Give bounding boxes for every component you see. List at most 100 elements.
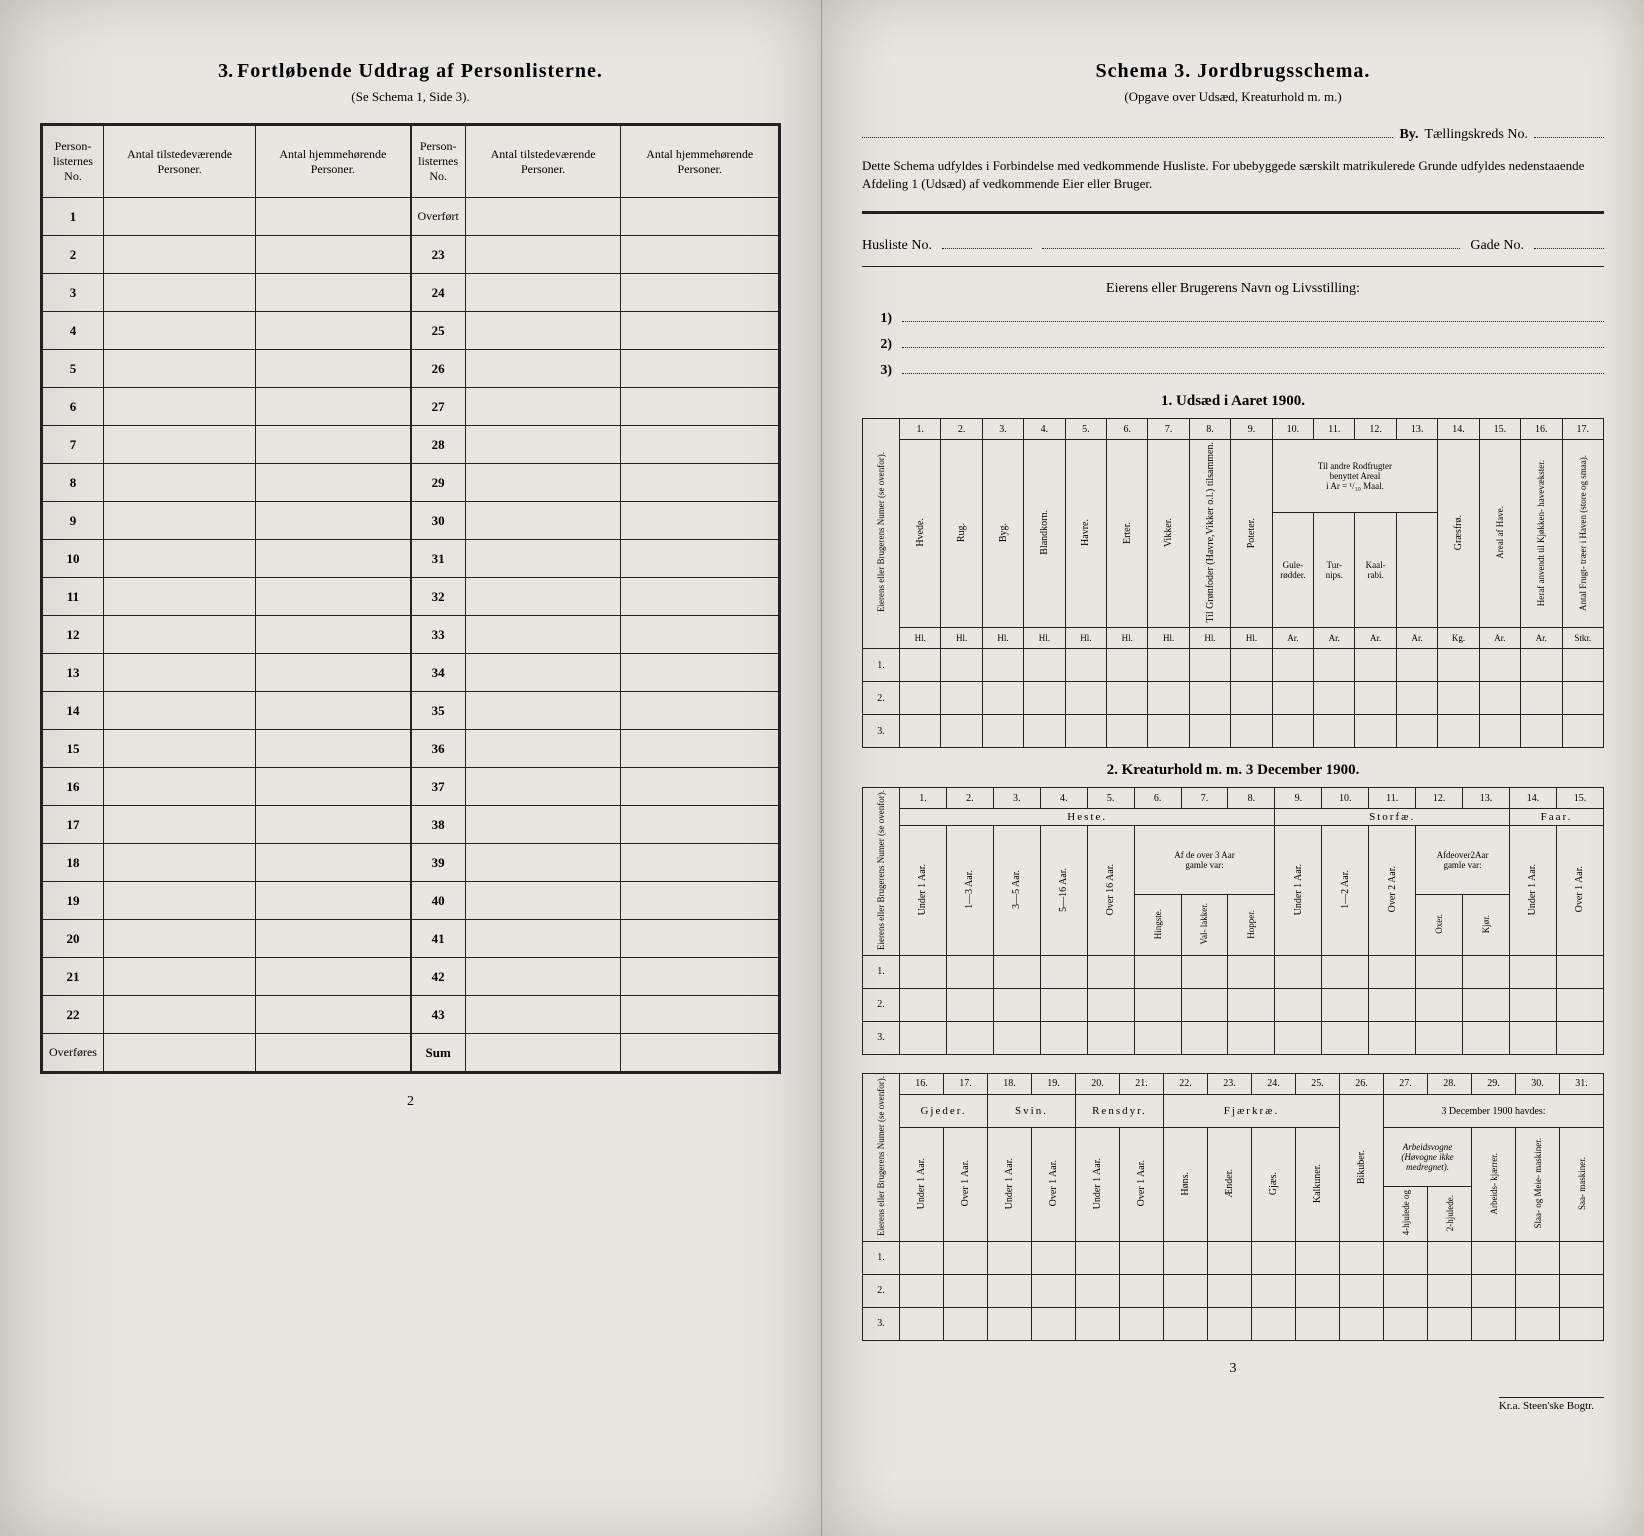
data-cell [1189, 649, 1230, 682]
data-cell [1384, 1241, 1428, 1274]
data-cell [1275, 955, 1322, 988]
unit: Hl. [1189, 628, 1230, 649]
data-cell [1472, 1307, 1516, 1340]
col-num: 12. [1416, 788, 1463, 809]
unit: Ar. [1355, 628, 1396, 649]
unit: Hl. [900, 628, 941, 649]
data-cell [1189, 682, 1230, 715]
owner-num: 1) [862, 311, 892, 327]
col-header: Byg. [982, 440, 1023, 628]
pt-cell [103, 616, 255, 654]
pt-cell [621, 464, 779, 502]
col-num: 11. [1314, 419, 1355, 440]
pt-cell [621, 274, 779, 312]
data-cell [1416, 955, 1463, 988]
data-cell [1560, 1274, 1604, 1307]
data-cell [1024, 715, 1065, 748]
data-cell [900, 715, 941, 748]
pt-cell [103, 654, 255, 692]
pt-cell [621, 730, 779, 768]
pt-cell [465, 274, 621, 312]
data-cell [1231, 649, 1272, 682]
sub-col: Gule-rødder. [1272, 513, 1313, 628]
right-subtitle: (Opgave over Udsæd, Kreaturhold m. m.) [862, 89, 1604, 105]
pt-row-num: 11 [43, 578, 104, 616]
sub-group: Af de over 3 Aargamle var: [1134, 826, 1275, 895]
group-header: Til andre Rodfrugterbenyttet Areali Ar =… [1272, 440, 1438, 513]
data-cell [1252, 1307, 1296, 1340]
data-cell [941, 715, 982, 748]
data-cell [944, 1274, 988, 1307]
pt-cell [103, 844, 255, 882]
data-cell [993, 955, 1040, 988]
pt-cell [256, 654, 410, 692]
col-header: Vikker. [1148, 440, 1189, 628]
data-cell [1472, 1274, 1516, 1307]
pt-overfores: Overføres [43, 1034, 104, 1072]
col-num: 1. [900, 788, 947, 809]
pt-cell [465, 806, 621, 844]
left-title-num: 3. [218, 60, 233, 82]
data-cell [1521, 682, 1562, 715]
right-title-main: Schema 3. Jordbrugsschema. [1096, 60, 1371, 82]
husliste-box: Husliste No. Gade No. [862, 211, 1604, 267]
page-num-left: 2 [40, 1094, 781, 1110]
pt-cell [621, 654, 779, 692]
pt-row-num: 8 [43, 464, 104, 502]
pt-cell [256, 616, 410, 654]
data-cell [1296, 1274, 1340, 1307]
owner-head: Eierens eller Brugerens Navn og Livsstil… [862, 281, 1604, 297]
sub-col [1396, 513, 1437, 628]
col-num: 23. [1208, 1073, 1252, 1094]
pt-row-num: 28 [411, 426, 465, 464]
data-cell [988, 1307, 1032, 1340]
pt-cell [256, 996, 410, 1034]
data-cell [982, 682, 1023, 715]
data-cell [1556, 955, 1603, 988]
col-num: 7. [1148, 419, 1189, 440]
col-num: 2. [946, 788, 993, 809]
pt-row-num: 16 [43, 768, 104, 806]
unit: Hl. [1148, 628, 1189, 649]
pt-row-num: 10 [43, 540, 104, 578]
pt-row-num: 21 [43, 958, 104, 996]
pt-cell [103, 882, 255, 920]
pt-cell [621, 958, 779, 996]
data-cell [1134, 1021, 1181, 1054]
pt-cell [465, 768, 621, 806]
data-cell [1252, 1241, 1296, 1274]
data-cell [1562, 649, 1604, 682]
data-cell [1065, 682, 1106, 715]
row-num: 1. [863, 955, 900, 988]
unit: Ar. [1272, 628, 1313, 649]
pt-cell [621, 312, 779, 350]
data-cell [1087, 1021, 1134, 1054]
pt-row-num: 32 [411, 578, 465, 616]
unit: Hl. [1231, 628, 1272, 649]
data-cell [1322, 988, 1369, 1021]
data-cell [1181, 988, 1228, 1021]
pt-row-num: 6 [43, 388, 104, 426]
data-cell [1428, 1307, 1472, 1340]
data-cell [1024, 682, 1065, 715]
unit: Ar. [1396, 628, 1437, 649]
col-num: 19. [1032, 1073, 1076, 1094]
data-cell [1120, 1274, 1164, 1307]
data-cell [1148, 682, 1189, 715]
col-num: 28. [1428, 1073, 1472, 1094]
pt-cell [465, 882, 621, 920]
data-cell [1272, 715, 1313, 748]
pt-header-hjemme: Antal hjemmehørende Personer. [256, 126, 410, 198]
data-cell [900, 1307, 944, 1340]
data-cell [1032, 1241, 1076, 1274]
pt-row-num: 33 [411, 616, 465, 654]
unit: Hl. [941, 628, 982, 649]
col-header: Blandkorn. [1024, 440, 1065, 628]
data-cell [1396, 682, 1437, 715]
pt-row-num: 24 [411, 274, 465, 312]
pt-cell [465, 958, 621, 996]
col-num: 21. [1120, 1073, 1164, 1094]
row-num: 1. [863, 1241, 900, 1274]
unit: Kg. [1438, 628, 1479, 649]
col-num: 6. [1107, 419, 1148, 440]
